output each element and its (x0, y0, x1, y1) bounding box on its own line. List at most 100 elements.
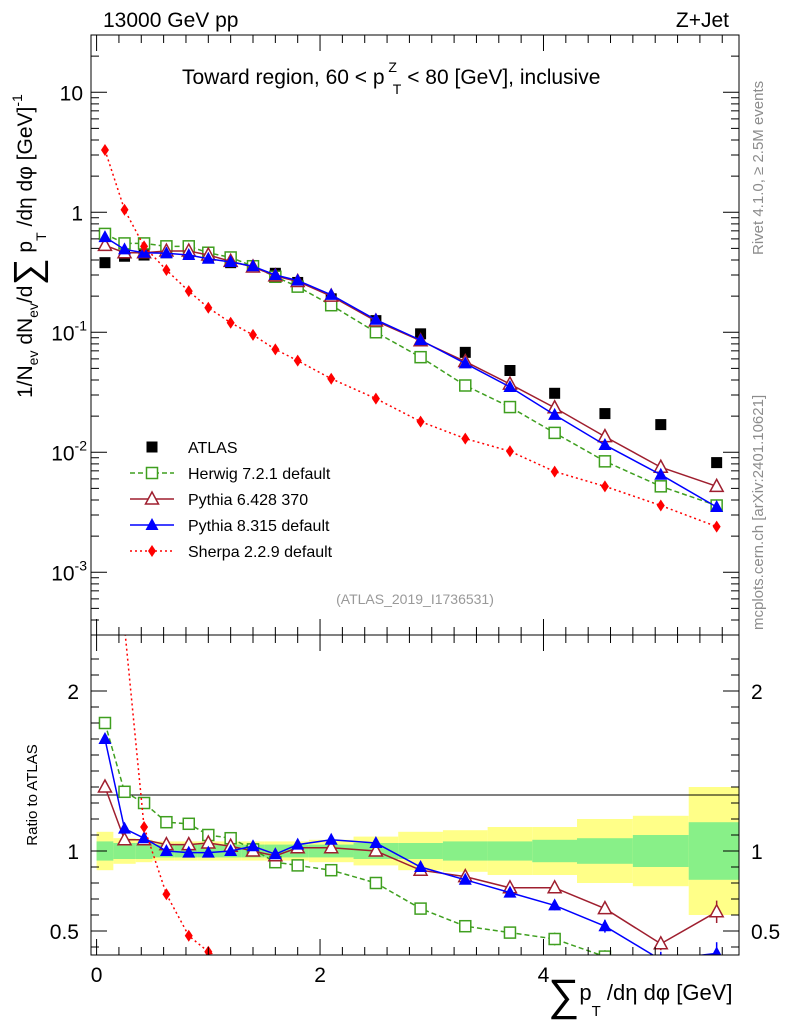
y-tick-label: 10-3 (51, 557, 87, 585)
point-sherpa (120, 203, 129, 216)
band-inner (532, 839, 577, 863)
legend-marker-sherpa (148, 545, 156, 557)
point-pythia8 (182, 248, 196, 261)
legend-marker-pythia6 (144, 490, 160, 505)
ratio-y-label-right: 1 (751, 841, 763, 864)
ratio-point-pythia8 (659, 952, 662, 955)
band-inner (135, 843, 153, 859)
legend-marker-pythia8 (145, 518, 159, 530)
ratio-point-pythia8 (137, 831, 151, 844)
point-herwig (369, 326, 383, 339)
ratio-y-label-left: 1 (67, 841, 79, 864)
ratio-point-herwig (291, 859, 304, 872)
legend-label-pythia6: Pythia 6.428 370 (188, 492, 308, 509)
band-inner (113, 843, 136, 859)
x-axis-label: ∑pT /dη dφ [GeV] (548, 971, 732, 1020)
point-sherpa (271, 343, 280, 356)
ratio-point-herwig (598, 950, 612, 955)
source-label: mcplots.cern.ch [arXiv:2401.10621] (750, 395, 767, 630)
ratio-y-ticks: 0.5 0.5 1 1 2 2 (50, 658, 780, 948)
ratio-point-pythia6 (653, 935, 669, 950)
ratio-point-pythia8 (224, 844, 238, 856)
point-pythia8 (98, 230, 112, 243)
point-data (711, 457, 723, 469)
main-data-layer (97, 144, 725, 533)
y-tick-label: 10-2 (51, 437, 87, 465)
point-sherpa (293, 354, 302, 367)
ratio-point-pythia8 (201, 845, 215, 858)
main-y-label: 1/Nev dNev/d∑ pT /dη dφ [GeV]-1 (7, 94, 49, 398)
band-inner (398, 843, 443, 859)
legend-marker-data (146, 441, 158, 453)
analysis-watermark: (ATLAS_2019_I1736531) (336, 591, 494, 607)
point-herwig (598, 455, 612, 468)
ratio-point-pythia6 (116, 831, 133, 846)
ratio-point-pythia8 (98, 732, 112, 744)
point-data (599, 408, 611, 420)
point-sherpa (505, 445, 514, 458)
ratio-point-herwig (182, 817, 196, 831)
point-pythia8 (159, 246, 173, 259)
ratio-point-herwig (459, 919, 472, 933)
ratio-point-sherpa (294, 970, 302, 982)
legend: ATLAS Herwig 7.2.1 default Pythia 6.428 37… (130, 440, 333, 561)
ratio-data-layer (97, 635, 725, 988)
series-line-herwig (104, 233, 717, 507)
ratio-point-sherpa (372, 970, 380, 982)
ratio-point-pythia8 (324, 832, 338, 845)
ratio-frame (90, 634, 740, 956)
legend-label-herwig: Herwig 7.2.1 default (188, 466, 331, 483)
main-title: Toward region, 60 < p Z T < 80 [GeV], in… (182, 54, 600, 99)
point-herwig (414, 350, 427, 364)
y-tick-label: 10-1 (51, 317, 87, 345)
point-sherpa (416, 415, 425, 428)
legend-label-sherpa: Sherpa 2.2.9 default (188, 544, 333, 561)
ratio-point-herwig (137, 796, 151, 810)
y-tick-label: 10 (60, 82, 83, 105)
point-data (655, 419, 667, 431)
point-data (459, 346, 471, 358)
point-sherpa (371, 392, 380, 405)
point-herwig (654, 480, 668, 493)
ratio-point-pythia6 (546, 879, 563, 894)
title-sup: Z (388, 59, 397, 75)
point-pythia8 (224, 254, 238, 267)
point-pythia8 (118, 242, 132, 255)
main-y-ticks: 10-3 10-2 10-1 1 10 (51, 34, 739, 636)
ratio-point-herwig (98, 716, 112, 730)
ratio-point-pythia8 (548, 898, 562, 911)
ratio-point-pythia8 (598, 919, 612, 932)
legend-label-data: ATLAS (188, 440, 238, 457)
ratio-point-sherpa (184, 929, 193, 942)
ratio-panel: 0.5 0.5 1 1 2 2 0 2 4 Ratio to ATLAS ∑pT /dη dφ… (24, 634, 780, 1020)
point-sherpa (184, 285, 193, 298)
point-pythia8 (246, 259, 260, 272)
main-x-ticks (96, 35, 723, 635)
y-tick-label: 1 (71, 202, 83, 225)
ratio-point-sherpa (417, 976, 425, 988)
ratio-point-pythia8 (414, 860, 428, 872)
ratio-point-herwig (324, 863, 338, 877)
ratio-bands (96, 787, 739, 915)
ratio-point-herwig (160, 815, 173, 829)
ratio-point-pythia8 (458, 872, 472, 885)
point-pythia8 (324, 287, 338, 300)
point-pythia8 (710, 499, 724, 512)
ratio-x-ticks: 0 2 4 (91, 635, 723, 987)
point-pythia8 (598, 437, 612, 450)
point-pythia8 (268, 268, 282, 280)
point-sherpa (162, 264, 171, 277)
ratio-point-pythia8 (503, 885, 517, 898)
point-sherpa (656, 499, 665, 512)
ratio-point-herwig (548, 932, 561, 946)
ratio-point-sherpa (271, 968, 279, 980)
point-sherpa (327, 372, 336, 385)
legend-label-pythia8: Pythia 8.315 default (188, 518, 330, 535)
ratio-point-sherpa (506, 973, 514, 985)
main-panel: 10-3 10-2 10-1 1 10 Toward region, 60 < p Z … (7, 34, 740, 636)
ratio-point-sherpa (162, 888, 171, 901)
ratio-y-label-right: 0.5 (751, 921, 780, 944)
band-inner (632, 835, 689, 867)
point-pythia8 (369, 312, 383, 325)
point-data (549, 387, 561, 399)
